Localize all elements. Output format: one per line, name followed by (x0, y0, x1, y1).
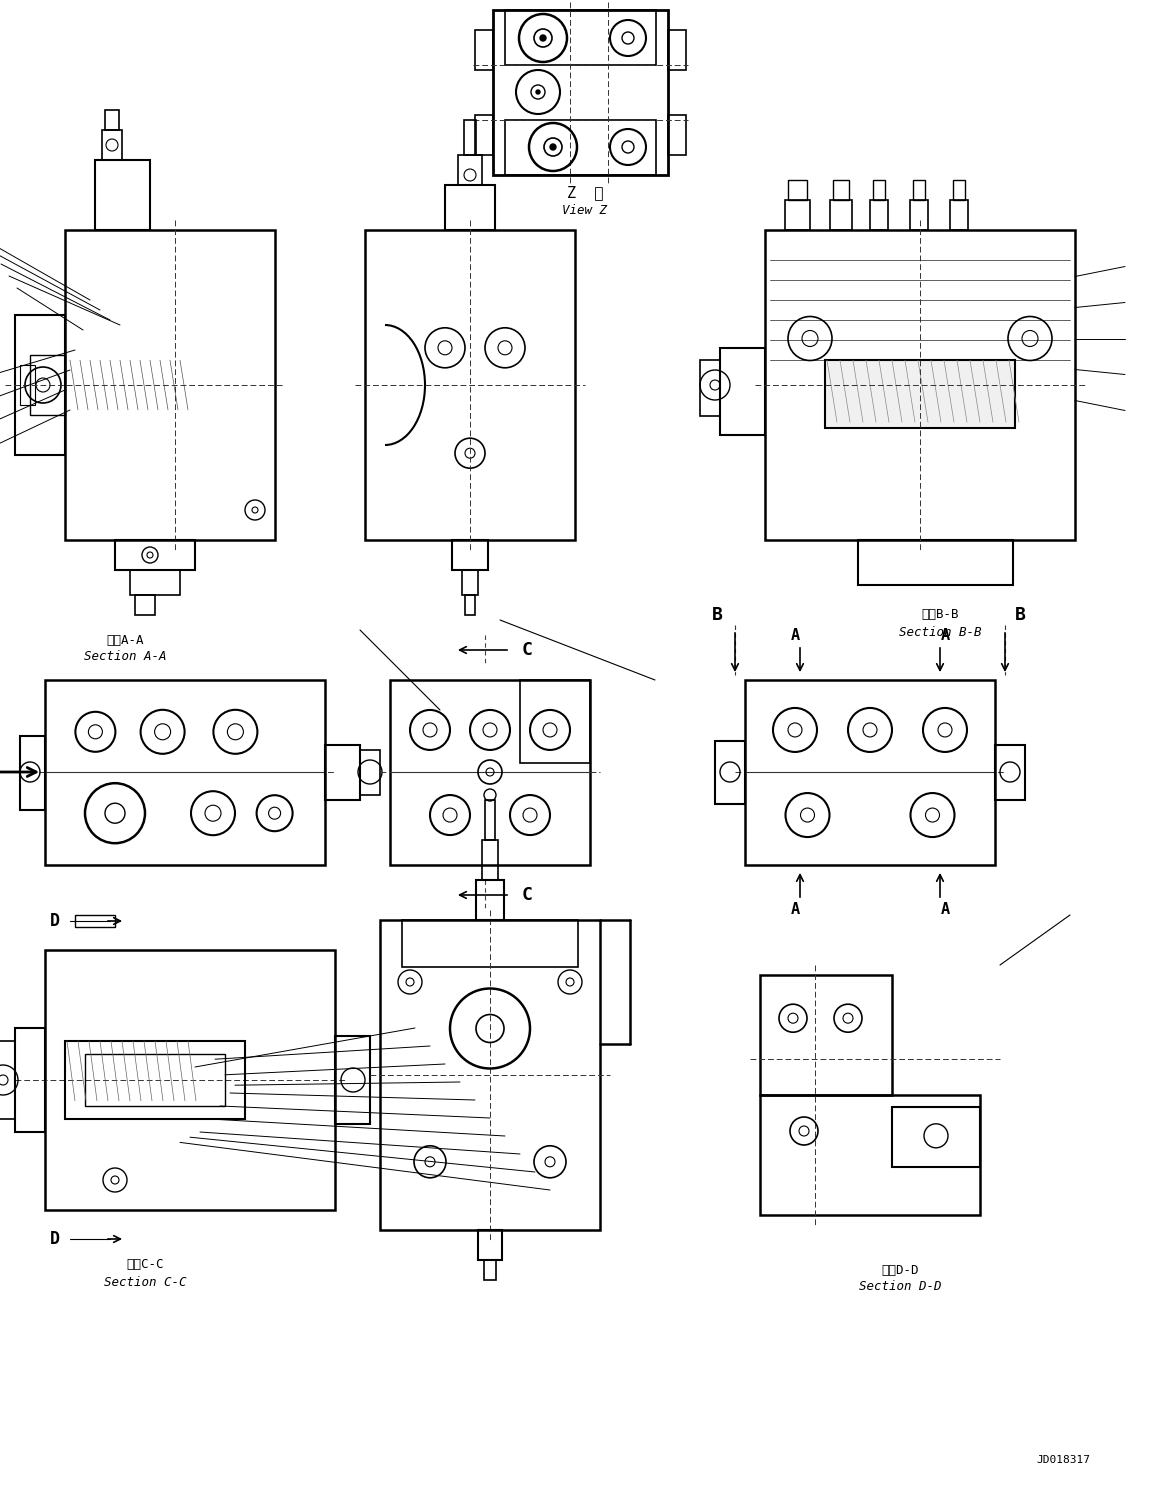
Text: C: C (522, 641, 532, 659)
Circle shape (551, 145, 556, 151)
Bar (760, 975, 892, 1094)
Bar (335, 1036, 370, 1124)
Text: JD018317: JD018317 (1036, 1455, 1089, 1466)
Bar (45, 950, 335, 1211)
Text: C: C (522, 886, 532, 904)
Bar (493, 10, 668, 174)
Text: 断面C-C: 断面C-C (126, 1258, 163, 1272)
Bar (45, 680, 325, 865)
Bar (475, 30, 493, 70)
Bar (994, 744, 1025, 801)
Bar (65, 230, 275, 540)
Text: Section B-B: Section B-B (898, 626, 982, 638)
Bar (465, 595, 475, 614)
Bar (788, 180, 807, 200)
Bar (20, 365, 35, 406)
Bar (760, 1094, 981, 1215)
Bar (475, 115, 493, 155)
Bar (476, 880, 504, 920)
Bar (464, 119, 476, 155)
Bar (833, 180, 850, 200)
Bar (873, 180, 885, 200)
Bar (134, 595, 155, 614)
Text: Section D-D: Section D-D (859, 1281, 941, 1294)
Text: Section C-C: Section C-C (104, 1275, 187, 1288)
Bar (15, 315, 65, 455)
Bar (30, 355, 65, 414)
Text: A: A (940, 902, 949, 917)
Bar (700, 361, 720, 416)
Bar (910, 200, 928, 230)
Text: B: B (712, 605, 722, 625)
Bar (892, 1106, 981, 1167)
Text: D: D (50, 1230, 60, 1248)
Text: 断面D-D: 断面D-D (881, 1263, 919, 1276)
Bar (505, 119, 656, 174)
Bar (402, 920, 578, 966)
Bar (102, 130, 122, 160)
Bar (830, 200, 852, 230)
Bar (75, 915, 115, 927)
Bar (65, 1041, 245, 1120)
Text: Section A-A: Section A-A (83, 650, 166, 663)
Bar (85, 1054, 225, 1106)
Text: A: A (790, 628, 800, 643)
Bar (115, 540, 195, 570)
Text: B: B (1014, 605, 1026, 625)
Bar (668, 115, 686, 155)
Bar (445, 185, 495, 230)
Bar (745, 680, 994, 865)
Bar (858, 540, 1013, 584)
Bar (870, 200, 888, 230)
Bar (953, 180, 965, 200)
Bar (913, 180, 925, 200)
Bar (15, 1027, 45, 1132)
Bar (0, 1041, 15, 1120)
Text: 断面B-B: 断面B-B (921, 608, 958, 622)
Bar (668, 30, 686, 70)
Bar (825, 361, 1015, 428)
Bar (484, 801, 495, 839)
Bar (482, 839, 498, 880)
Bar (715, 741, 745, 804)
Text: Z  視: Z 視 (567, 185, 603, 200)
Bar (95, 160, 150, 230)
Bar (325, 744, 360, 801)
Circle shape (535, 89, 540, 94)
Bar (452, 540, 488, 570)
Bar (105, 110, 119, 130)
Bar (20, 735, 45, 810)
Bar (458, 155, 482, 185)
Bar (950, 200, 968, 230)
Bar (505, 10, 656, 66)
Text: A: A (940, 628, 949, 643)
Text: 断面A-A: 断面A-A (107, 634, 144, 647)
Bar (360, 750, 380, 795)
Text: D: D (50, 912, 60, 930)
Bar (365, 230, 575, 540)
Bar (478, 1230, 502, 1260)
Bar (720, 347, 765, 434)
Bar (765, 230, 1076, 540)
Bar (785, 200, 810, 230)
Bar (389, 680, 590, 865)
Bar (380, 920, 600, 1230)
Text: A: A (790, 902, 800, 917)
Text: View Z: View Z (562, 203, 607, 216)
Circle shape (540, 34, 546, 40)
Bar (520, 680, 590, 763)
Bar (462, 570, 478, 595)
Bar (130, 570, 180, 595)
Bar (484, 1260, 496, 1279)
